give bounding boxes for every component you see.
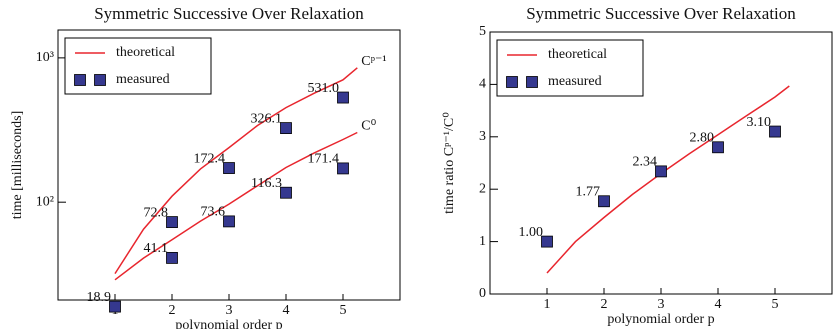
chart-title: Symmetric Successive Over Relaxation: [526, 4, 796, 23]
legend-marker: [74, 74, 86, 86]
value-label: 2.80: [690, 130, 715, 145]
marker: [337, 162, 349, 175]
x-axis-label: polynomial order p: [607, 312, 714, 327]
x-tick-label: 3: [226, 303, 233, 318]
marker: [337, 91, 349, 104]
legend-label: measured: [116, 72, 170, 87]
x-tick-label: 2: [601, 297, 608, 312]
value-label: 116.3: [251, 176, 282, 191]
value-label: 3.10: [747, 115, 772, 130]
marker: [769, 125, 781, 138]
theory-curve: [114, 67, 358, 275]
y-tick-label: 4: [479, 77, 486, 92]
x-tick-label: 3: [658, 297, 665, 312]
marker: [223, 162, 235, 174]
y-tick-label: 3: [479, 129, 486, 144]
y-tick-label: 1: [479, 234, 486, 249]
legend-label: theoretical: [548, 47, 607, 62]
legend-box: [64, 37, 212, 95]
curve-label: Cᵖ⁻¹: [361, 54, 386, 69]
value-label: 1.00: [519, 225, 544, 240]
value-label: 2.34: [633, 155, 658, 170]
marker: [166, 252, 178, 264]
marker: [166, 216, 178, 228]
legend-label: measured: [548, 74, 602, 89]
theory-curve: [546, 85, 790, 274]
value-label: 41.1: [144, 241, 169, 256]
value-label: 1.77: [576, 184, 601, 199]
marker: [109, 300, 121, 313]
x-tick-label: 1: [544, 297, 551, 312]
legend-label: theoretical: [116, 45, 175, 60]
marker: [280, 122, 292, 135]
marker: [655, 165, 667, 178]
x-tick-label: 4: [715, 297, 722, 312]
value-label: 18.9: [87, 290, 112, 305]
y-tick-label: 10²: [36, 194, 54, 209]
x-axis-label: polynomial order p: [175, 318, 282, 329]
y-axis-label: time ratio Cᵖ⁻¹/C⁰: [442, 112, 457, 214]
y-tick-label: 5: [479, 24, 486, 39]
legend-box: [496, 39, 644, 97]
marker: [598, 195, 610, 208]
marker: [712, 141, 724, 154]
marker: [541, 235, 553, 248]
legend-marker: [526, 76, 538, 88]
x-tick-label: 2: [169, 303, 176, 318]
value-label: 171.4: [308, 152, 340, 167]
y-tick-label: 10³: [36, 50, 54, 65]
value-label: 531.0: [308, 81, 340, 96]
curve-label: C⁰: [361, 119, 376, 134]
theory-curve: [114, 131, 358, 281]
chart-title: Symmetric Successive Over Relaxation: [94, 4, 364, 23]
x-tick-label: 5: [772, 297, 779, 312]
y-axis-label: time [milliseconds]: [10, 111, 25, 219]
marker: [223, 215, 235, 228]
marker: [280, 186, 292, 199]
legend-marker: [94, 74, 106, 86]
y-tick-label: 0: [479, 286, 486, 301]
x-tick-label: 4: [283, 303, 290, 318]
value-label: 73.6: [201, 205, 226, 220]
y-tick-label: 2: [479, 181, 486, 196]
x-tick-label: 5: [340, 303, 347, 318]
value-label: 326.1: [251, 111, 283, 126]
value-label: 72.8: [144, 205, 169, 220]
value-label: 172.4: [194, 151, 226, 166]
legend-marker: [506, 76, 518, 88]
